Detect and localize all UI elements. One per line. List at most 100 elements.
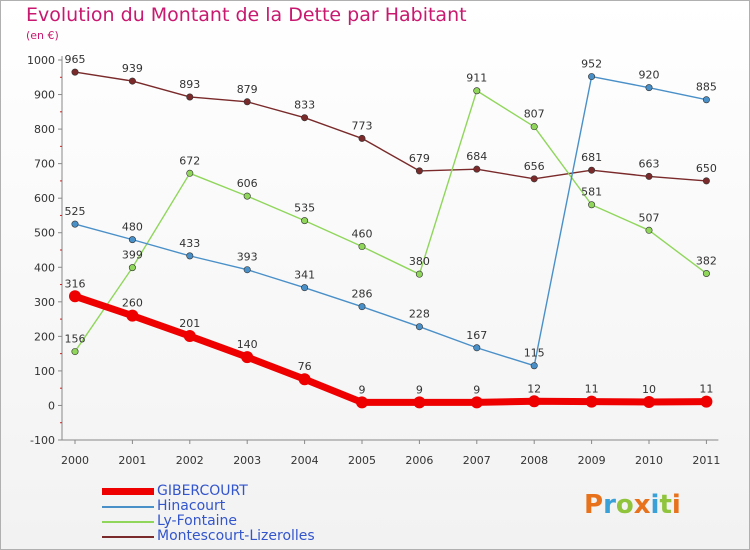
y-tick-label: 500: [34, 227, 55, 240]
data-point: [702, 96, 710, 104]
data-point: [243, 192, 251, 200]
legend-item: Ly-Fontaine: [102, 514, 315, 529]
legend-label: Montescourt-Lizerolles: [157, 528, 315, 544]
data-point: [71, 220, 79, 228]
data-point: [645, 226, 653, 234]
data-point: [530, 123, 538, 131]
data-label: 952: [581, 58, 602, 71]
data-point: [643, 396, 655, 408]
data-label: 380: [409, 255, 430, 268]
logo-letter: P: [584, 490, 604, 520]
logo-letter: r: [603, 490, 616, 520]
x-tick-label: 2004: [291, 454, 319, 467]
data-label: 650: [696, 162, 717, 175]
data-label: 460: [352, 228, 373, 241]
data-label: 535: [294, 202, 315, 215]
logo-letter: t: [659, 490, 672, 520]
data-label: 807: [524, 108, 545, 121]
y-tick-label: 100: [34, 365, 55, 378]
data-label: 965: [65, 53, 86, 66]
chart-title: Evolution du Montant de la Dette par Hab…: [26, 4, 467, 26]
data-label: 228: [409, 308, 430, 321]
data-point: [358, 303, 366, 311]
data-label: 11: [585, 383, 599, 396]
x-tick-label: 2009: [578, 454, 606, 467]
data-point: [588, 73, 596, 81]
data-label: 393: [237, 251, 258, 264]
data-label: 581: [581, 186, 602, 199]
data-point: [470, 396, 483, 409]
data-point: [243, 98, 251, 106]
logo-letter: x: [633, 490, 651, 520]
data-point: [356, 396, 368, 409]
data-point: [186, 252, 194, 260]
data-label: 399: [122, 249, 143, 262]
data-point: [358, 243, 366, 251]
legend-swatch: [102, 505, 154, 508]
data-point: [186, 93, 194, 101]
data-point: [69, 290, 81, 303]
data-label: 606: [237, 177, 258, 190]
legend-item: Montescourt-Lizerolles: [102, 529, 315, 544]
data-point: [700, 395, 713, 408]
data-point: [186, 169, 194, 177]
y-tick-label: 200: [34, 330, 55, 343]
data-label: 260: [122, 297, 143, 310]
y-tick-label: 400: [34, 261, 55, 274]
data-point: [473, 87, 481, 95]
data-label: 115: [524, 347, 545, 360]
data-label: 672: [179, 154, 200, 167]
data-label: 833: [294, 99, 315, 112]
logo-letter: i: [671, 490, 681, 520]
data-point: [301, 217, 309, 225]
data-point: [358, 134, 366, 142]
y-tick-label: 600: [34, 192, 55, 205]
data-point: [183, 330, 196, 343]
data-point: [415, 270, 423, 278]
data-point: [645, 84, 653, 92]
series-line-gibercourt: [73, 292, 707, 406]
data-label: 140: [237, 338, 258, 351]
legend-label: GIBERCOURT: [157, 483, 248, 499]
legend: GIBERCOURT Hinacourt Ly-Fontaine Montescour…: [102, 484, 315, 544]
x-tick-label: 2010: [635, 454, 663, 467]
data-point: [588, 166, 596, 174]
x-tick-label: 2006: [405, 454, 433, 467]
data-label: 893: [179, 78, 200, 91]
legend-swatch: [102, 520, 154, 523]
legend-item: Hinacourt: [102, 499, 315, 514]
series-line-hinacourt: [74, 75, 707, 367]
legend-label: Hinacourt: [157, 498, 226, 514]
data-label: 9: [359, 383, 366, 396]
data-point: [413, 396, 426, 409]
data-point: [528, 395, 541, 408]
x-tick-label: 2001: [118, 454, 146, 467]
data-label: 879: [237, 83, 258, 96]
data-point: [530, 362, 538, 370]
x-tick-label: 2007: [463, 454, 491, 467]
data-point: [473, 165, 481, 173]
data-point: [702, 177, 710, 185]
data-point: [415, 323, 423, 331]
x-tick-label: 2002: [176, 454, 204, 467]
data-label: 382: [696, 254, 717, 267]
data-point: [530, 175, 538, 183]
data-label: 156: [65, 333, 86, 346]
y-tick-label: -100: [30, 434, 55, 447]
logo-letter: i: [650, 490, 660, 520]
x-tick-label: 2008: [520, 454, 548, 467]
data-point: [71, 68, 79, 76]
data-label: 773: [352, 119, 373, 132]
data-label: 433: [179, 237, 200, 250]
data-label: 525: [65, 205, 86, 218]
data-label: 341: [294, 269, 315, 282]
data-label: 12: [527, 382, 541, 395]
data-label: 9: [416, 383, 423, 396]
data-point: [298, 373, 311, 386]
data-label: 679: [409, 152, 430, 165]
data-label: 939: [122, 62, 143, 75]
legend-label: Ly-Fontaine: [157, 513, 238, 529]
data-point: [126, 309, 139, 322]
y-tick-label: 800: [34, 123, 55, 136]
